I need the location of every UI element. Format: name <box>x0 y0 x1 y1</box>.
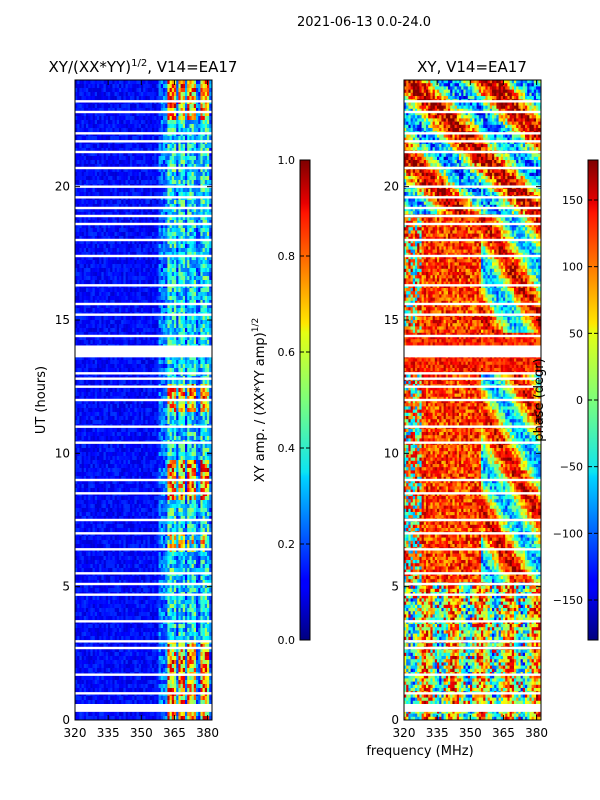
amplitude-y-tick-label: 10 <box>55 446 70 460</box>
phase-x-tick-label: 335 <box>426 726 449 740</box>
amplitude-colorbar-tick-label: 1.0 <box>278 154 296 167</box>
phase-colorbar-tick-label: 150 <box>562 194 583 207</box>
amplitude-axes-frame <box>74 79 213 721</box>
phase-x-tick-label: 320 <box>393 726 416 740</box>
phase-axis-ticks: 320 335 350 365 380 0 5 10 15 20 <box>384 80 548 740</box>
phase-axes-frame <box>403 79 542 721</box>
phase-y-tick-label: 0 <box>391 713 399 727</box>
phase-panel-title: XY, V14=EA17 <box>417 58 527 76</box>
phase-colorbar-tick-label: −100 <box>553 527 583 540</box>
phase-colorbar-label: phase (degr) <box>532 358 547 441</box>
amplitude-colorbar-tick-label: 0.2 <box>278 538 296 551</box>
amplitude-x-tick-label: 335 <box>97 726 120 740</box>
amplitude-colorbar-tick-label: 0.0 <box>278 634 296 647</box>
frequency-axis-label: frequency (MHz) <box>366 744 473 759</box>
amplitude-colorbar <box>299 159 311 641</box>
amplitude-x-tick-label: 380 <box>196 726 219 740</box>
amplitude-colorbar-tick-label: 0.4 <box>278 442 296 455</box>
amplitude-axis-ticks: 320 335 350 365 380 0 5 10 15 20 <box>55 80 219 740</box>
amplitude-x-tick-label: 350 <box>130 726 153 740</box>
amplitude-colorbar-tick-label: 0.8 <box>278 250 296 263</box>
phase-colorbar-tick-label: 100 <box>562 261 583 274</box>
phase-x-tick-label: 380 <box>525 726 548 740</box>
amplitude-heatmap <box>75 80 212 720</box>
amplitude-y-tick-label: 15 <box>55 313 70 327</box>
phase-y-tick-label: 5 <box>391 580 399 594</box>
figure-suptitle: 2021-06-13 0.0-24.0 <box>297 15 431 30</box>
phase-colorbar-ticks: −150 −100 −50 0 50 100 150 <box>553 194 598 607</box>
phase-y-tick-label: 10 <box>384 446 399 460</box>
phase-colorbar-tick-label: 50 <box>569 327 583 340</box>
phase-colorbar-tick-label: 0 <box>576 394 583 407</box>
amplitude-x-tick-label: 365 <box>163 726 186 740</box>
phase-colorbar-tick-label: −50 <box>560 461 583 474</box>
phase-x-tick-label: 350 <box>459 726 482 740</box>
amplitude-colorbar-ticks: 0.0 0.2 0.4 0.6 0.8 1.0 <box>278 154 310 647</box>
phase-x-tick-label: 365 <box>492 726 515 740</box>
amplitude-x-tick-label: 320 <box>64 726 87 740</box>
amplitude-y-tick-label: 0 <box>62 713 70 727</box>
amplitude-y-tick-label: 20 <box>55 180 70 194</box>
amplitude-panel-title: XY/(XX*YY)1/2, V14=EA17 <box>49 58 238 76</box>
phase-colorbar-tick-label: −150 <box>553 594 583 607</box>
amplitude-colorbar-label: XY amp. / (XX*YY amp)1/2 <box>251 318 268 482</box>
phase-y-tick-label: 20 <box>384 180 399 194</box>
phase-heatmap <box>404 80 541 720</box>
amplitude-y-tick-label: 5 <box>62 580 70 594</box>
amplitude-colorbar-tick-label: 0.6 <box>278 346 296 359</box>
phase-y-tick-label: 15 <box>384 313 399 327</box>
amplitude-y-axis-label: UT (hours) <box>34 366 49 434</box>
